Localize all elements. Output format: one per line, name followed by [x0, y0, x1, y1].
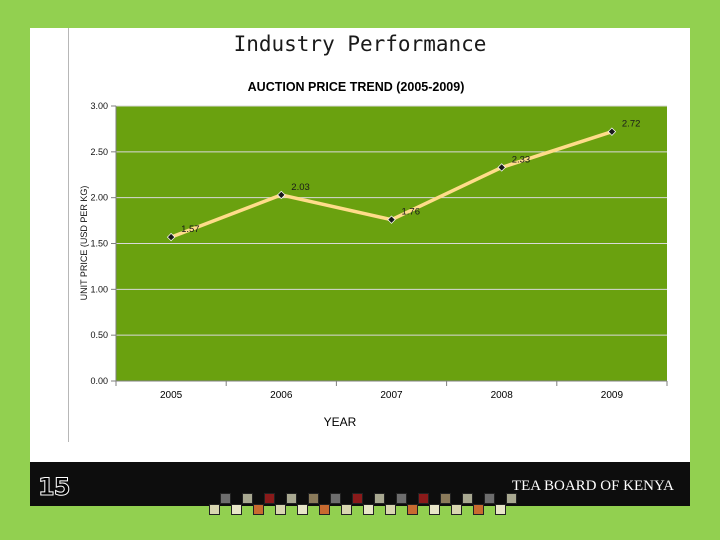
decorative-square — [374, 493, 385, 504]
decorative-square — [396, 493, 407, 504]
slide-number: 15 — [37, 473, 70, 502]
decorative-square — [341, 504, 352, 515]
x-tick-label: 2007 — [380, 390, 403, 401]
y-tick-label: 1.00 — [90, 284, 108, 294]
y-tick-label: 3.00 — [90, 101, 108, 111]
y-axis-title: UNIT PRICE (USD PER KG) — [79, 185, 89, 301]
decorative-square — [407, 504, 418, 515]
x-tick-label: 2006 — [270, 390, 293, 401]
decorative-square — [473, 504, 484, 515]
decorative-square — [429, 504, 440, 515]
decorative-square — [297, 504, 308, 515]
data-point — [607, 127, 617, 136]
y-tick-label: 2.50 — [90, 147, 108, 157]
chart-title: AUCTION PRICE TREND (2005-2009) — [247, 80, 465, 94]
data-point — [387, 215, 396, 224]
decorative-square — [418, 493, 429, 504]
decorative-square — [363, 504, 374, 515]
data-point — [497, 163, 506, 172]
left-divider — [68, 28, 69, 442]
decorative-square — [319, 504, 330, 515]
data-label: 2.03 — [291, 182, 310, 193]
data-label: 2.33 — [512, 154, 531, 165]
y-tick-label: 1.50 — [90, 239, 108, 249]
decorative-squares — [206, 492, 517, 516]
data-label: 1.57 — [181, 224, 200, 235]
decorative-square — [242, 493, 253, 504]
decorative-square — [462, 493, 473, 504]
decorative-square — [286, 493, 297, 504]
y-tick-label: 2.00 — [90, 193, 108, 203]
decorative-square — [308, 493, 319, 504]
data-point — [166, 232, 176, 242]
decorative-square — [484, 493, 495, 504]
decorative-square — [352, 493, 363, 504]
slide-title: Industry Performance — [233, 32, 487, 56]
data-point — [277, 190, 286, 200]
y-tick-label: 0.00 — [90, 376, 108, 386]
data-label: 2.72 — [622, 119, 641, 130]
decorative-square — [506, 493, 517, 504]
decorative-square — [231, 504, 242, 515]
decorative-square — [495, 504, 506, 515]
decorative-square — [264, 493, 275, 504]
data-label: 1.76 — [402, 207, 421, 218]
decorative-square — [253, 504, 264, 515]
decorative-square — [209, 504, 220, 515]
x-tick-label: 2008 — [491, 390, 514, 401]
decorative-square — [220, 493, 231, 504]
footer-organization: TEA BOARD OF KENYA — [511, 478, 674, 494]
x-tick-label: 2009 — [601, 390, 624, 401]
x-tick-label: 2005 — [160, 390, 183, 401]
x-axis-title: YEAR — [323, 415, 357, 429]
decorative-square — [440, 493, 451, 504]
decorative-square — [451, 504, 462, 515]
y-tick-label: 0.50 — [90, 330, 108, 340]
decorative-square — [275, 504, 286, 515]
decorative-square — [330, 493, 341, 504]
decorative-square — [385, 504, 396, 515]
